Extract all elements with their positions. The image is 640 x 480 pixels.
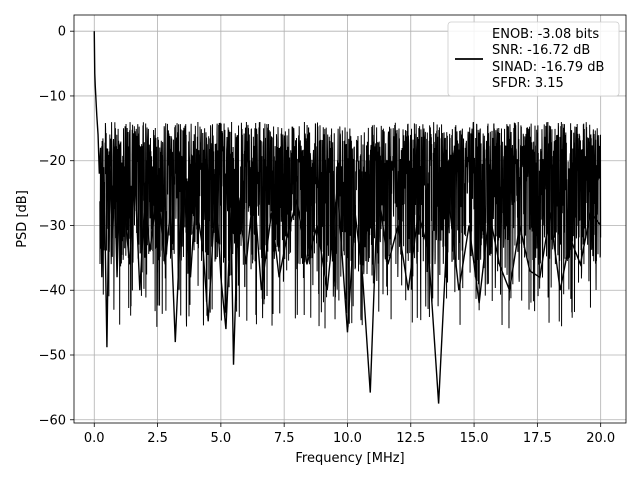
y-tick-label: −50 xyxy=(39,349,66,364)
legend-box xyxy=(447,21,620,97)
y-tick-label: −60 xyxy=(39,413,66,428)
y-tick-label: −20 xyxy=(39,154,66,169)
x-tick-label: 10.0 xyxy=(333,431,362,446)
x-tick-label: 7.5 xyxy=(274,431,295,446)
x-tick-label: 0.0 xyxy=(84,431,105,446)
y-tick-label: −30 xyxy=(39,219,66,234)
x-tick-label: 17.5 xyxy=(523,431,552,446)
psd-line xyxy=(93,31,602,404)
legend-snr-line: SNR: -16.72 dB xyxy=(492,43,590,58)
x-tick-label: 5.0 xyxy=(211,431,232,446)
noise-floor-band xyxy=(99,121,602,329)
legend: ENOB: -3.08 bits SNR: -16.72 dB SINAD: -… xyxy=(447,21,620,97)
y-tick-label: 0 xyxy=(58,25,66,40)
legend-sfdr-line: SFDR: 3.15 xyxy=(492,76,564,91)
x-tick-label: 20.0 xyxy=(586,431,615,446)
plot-frame xyxy=(73,14,627,424)
x-tick-label: 15.0 xyxy=(460,431,489,446)
noise-trace xyxy=(99,121,602,329)
y-tick-label: −40 xyxy=(39,284,66,299)
legend-sinad-line: SINAD: -16.79 dB xyxy=(492,60,604,75)
x-tick-label: 2.5 xyxy=(147,431,168,446)
y-tick-label: −10 xyxy=(39,89,66,104)
axis-ticks: 0.0 2.5 5.0 7.5 10.0 12.5 15.0 17.5 20.0 0 −10 −20 −… xyxy=(39,25,616,446)
legend-enob-line: ENOB: -3.08 bits xyxy=(492,27,599,42)
psd-series xyxy=(93,31,602,404)
x-axis-label: Frequency [MHz] xyxy=(295,451,404,466)
y-axis-label: PSD [dB] xyxy=(15,190,30,248)
x-tick-label: 12.5 xyxy=(396,431,425,446)
